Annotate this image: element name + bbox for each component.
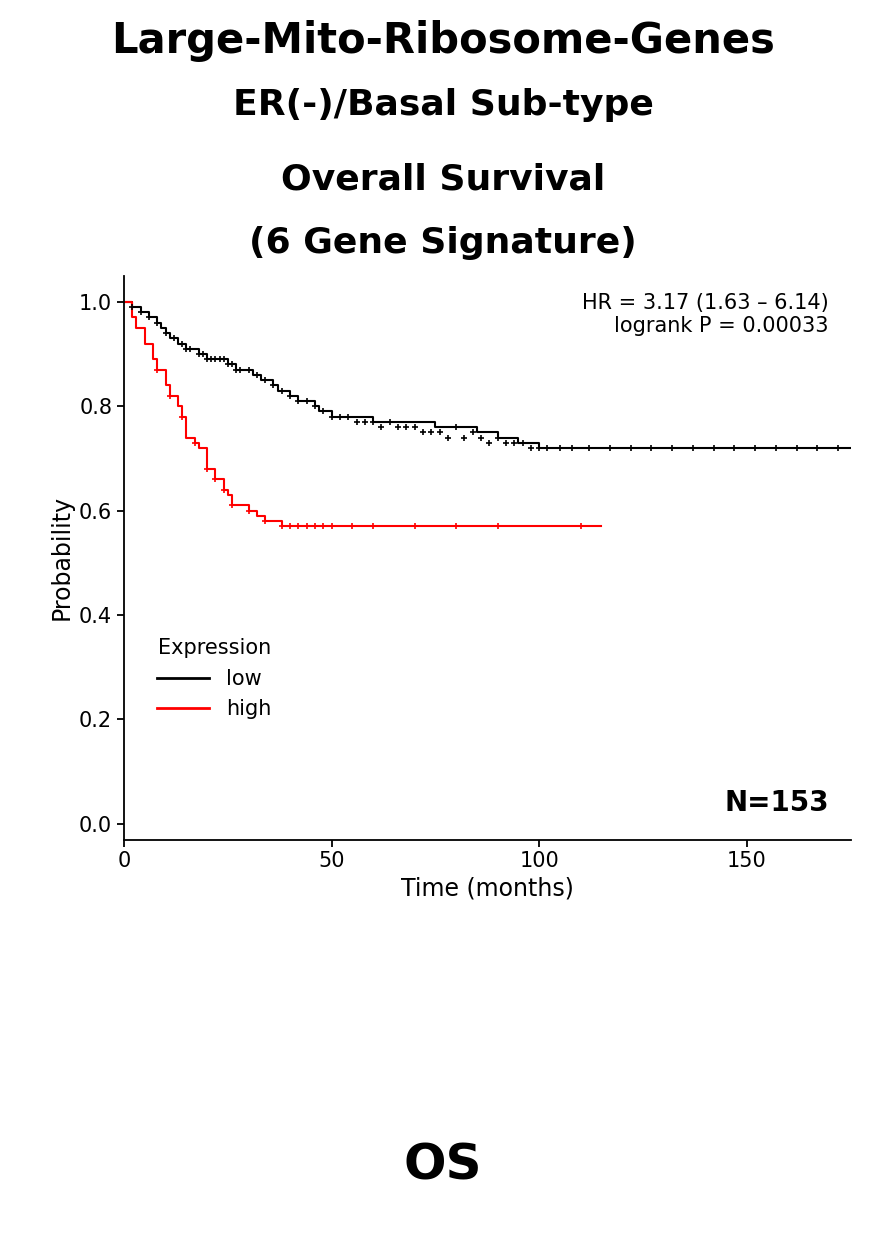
Text: ER(-)/Basal Sub-type: ER(-)/Basal Sub-type (232, 88, 654, 122)
Legend: low, high: low, high (149, 630, 280, 728)
Text: Overall Survival: Overall Survival (281, 163, 605, 197)
X-axis label: Time (months): Time (months) (400, 877, 574, 901)
Y-axis label: Probability: Probability (50, 495, 74, 620)
Text: (6 Gene Signature): (6 Gene Signature) (249, 226, 637, 259)
Text: N=153: N=153 (724, 789, 828, 817)
Text: Large-Mito-Ribosome-Genes: Large-Mito-Ribosome-Genes (111, 20, 775, 63)
Text: HR = 3.17 (1.63 – 6.14)
logrank P = 0.00033: HR = 3.17 (1.63 – 6.14) logrank P = 0.00… (582, 293, 828, 336)
Text: OS: OS (404, 1141, 482, 1189)
